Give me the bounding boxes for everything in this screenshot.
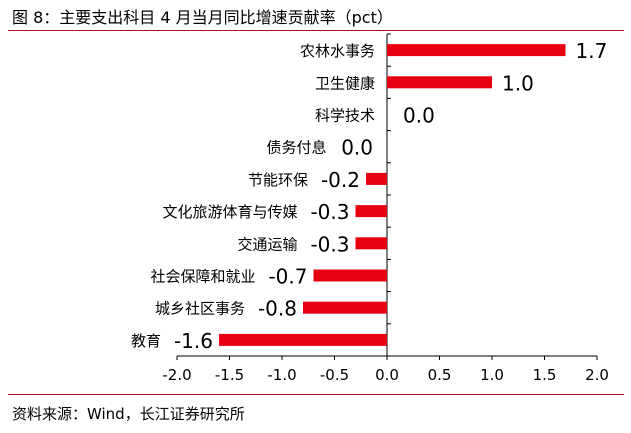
value-label: -0.8 bbox=[258, 297, 297, 321]
bar bbox=[387, 44, 566, 57]
bar bbox=[387, 76, 492, 89]
bar bbox=[219, 333, 387, 346]
value-label: -0.3 bbox=[310, 232, 349, 256]
value-label: -0.2 bbox=[321, 168, 360, 192]
value-label: 0.0 bbox=[341, 136, 373, 160]
bar bbox=[355, 237, 387, 250]
x-tick-label: -1.5 bbox=[215, 366, 244, 384]
value-label: -1.6 bbox=[174, 329, 213, 353]
x-tick-label: -1.0 bbox=[267, 366, 296, 384]
category-label: 交通运输 bbox=[237, 235, 297, 253]
category-label: 债务付息 bbox=[266, 139, 326, 157]
labels-layer: 1.7农林水事务1.0卫生健康0.0科学技术0.0债务付息-0.2节能环保-0.… bbox=[131, 39, 607, 353]
category-label: 卫生健康 bbox=[315, 74, 375, 92]
bar bbox=[303, 301, 387, 314]
bar bbox=[355, 205, 387, 218]
x-tick-label: 0.5 bbox=[428, 366, 452, 384]
category-label: 节能环保 bbox=[248, 171, 308, 189]
chart-title: 图 8：主要支出科目 4 月当月同比增速贡献率（pct） bbox=[12, 8, 393, 27]
value-label: 1.0 bbox=[502, 71, 534, 95]
x-tick-label: 0.0 bbox=[375, 366, 399, 384]
category-label: 城乡社区事务 bbox=[155, 300, 245, 318]
category-label: 农林水事务 bbox=[300, 42, 375, 60]
x-tick-label: 1.5 bbox=[533, 366, 557, 384]
title-divider bbox=[8, 30, 624, 31]
x-axis: -2.0 -1.5 -1.0 -0.5 0.0 0.5 1.0 1.5 2.0 bbox=[162, 33, 609, 384]
bars-layer bbox=[219, 44, 566, 346]
category-label: 社会保障和就业 bbox=[150, 268, 255, 286]
category-label: 文化旅游体育与传媒 bbox=[162, 203, 297, 221]
x-tick-label: 1.0 bbox=[480, 366, 504, 384]
x-tick-label: -0.5 bbox=[320, 366, 349, 384]
value-label: 1.7 bbox=[576, 39, 608, 63]
value-label: -0.7 bbox=[268, 265, 307, 289]
bottom-divider bbox=[8, 394, 624, 395]
category-label: 教育 bbox=[131, 332, 161, 350]
value-label: 0.0 bbox=[403, 104, 435, 128]
value-label: -0.3 bbox=[310, 200, 349, 224]
bar bbox=[313, 269, 387, 282]
bar bbox=[366, 172, 387, 185]
x-tick-label: -2.0 bbox=[162, 366, 191, 384]
x-tick-label: 2.0 bbox=[585, 366, 609, 384]
source-note: 资料来源：Wind，长江证券研究所 bbox=[12, 405, 245, 423]
category-label: 科学技术 bbox=[315, 107, 375, 125]
